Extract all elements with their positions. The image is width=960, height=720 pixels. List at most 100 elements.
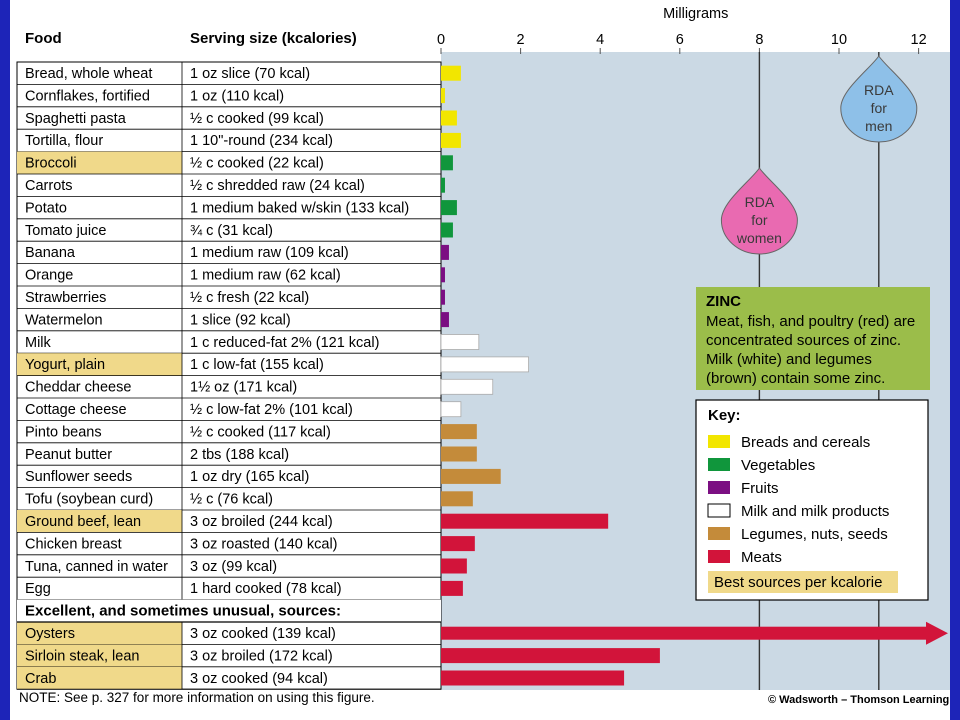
food-name: Cornflakes, fortified	[25, 88, 150, 104]
bar	[441, 558, 467, 574]
serving-size: 1 medium baked w/skin (133 kcal)	[190, 200, 409, 216]
x-tick-label: 6	[676, 32, 684, 48]
bar	[440, 378, 494, 395]
food-name: Cottage cheese	[25, 402, 127, 418]
serving-size: 1 oz (110 kcal)	[190, 88, 284, 104]
serving-size: 1 slice (92 kcal)	[190, 312, 291, 328]
best-source-swatch	[708, 571, 898, 593]
food-name: Pinto beans	[25, 424, 102, 440]
rda-label: men	[865, 118, 892, 134]
serving-size: 1 c reduced-fat 2% (121 kcal)	[190, 335, 379, 351]
best-source-label: Best sources per kcalorie	[714, 574, 882, 591]
bar	[441, 491, 473, 507]
rda-droplet	[840, 55, 918, 143]
food-name: Watermelon	[25, 312, 103, 328]
bar	[441, 177, 445, 193]
bar	[441, 536, 475, 552]
bar	[440, 356, 529, 373]
serving-size: ½ c fresh (22 kcal)	[190, 290, 309, 306]
key-label: Breads and cereals	[741, 434, 870, 451]
bar	[441, 88, 445, 104]
off-scale-arrow	[926, 621, 948, 645]
serving-size: ½ c shredded raw (24 kcal)	[190, 178, 365, 194]
serving-size: 1 medium raw (109 kcal)	[190, 245, 349, 261]
food-name: Carrots	[25, 178, 73, 194]
key-swatch	[708, 481, 730, 494]
credit: © Wadsworth – Thomson Learning	[768, 694, 949, 706]
bar	[441, 580, 463, 596]
food-name: Yogurt, plain	[25, 357, 105, 373]
key-label: Fruits	[741, 480, 779, 497]
food-name: Potato	[25, 200, 67, 216]
food-name: Banana	[25, 245, 76, 261]
rda-label: RDA	[864, 82, 894, 98]
food-name: Bread, whole wheat	[25, 66, 152, 82]
rda-label: for	[871, 100, 888, 116]
serving-size: ½ c cooked (22 kcal)	[190, 156, 324, 172]
key-swatch	[708, 435, 730, 448]
food-name: Spaghetti pasta	[25, 111, 127, 127]
zinc-description: Milk (white) and legumes	[706, 351, 872, 368]
best-source-highlight	[17, 510, 182, 533]
x-tick-label: 4	[596, 32, 604, 48]
bar	[441, 513, 609, 529]
zinc-info-box	[696, 287, 930, 390]
best-source-highlight	[17, 353, 182, 376]
serving-size: ½ c (76 kcal)	[190, 492, 273, 508]
bar	[441, 65, 461, 81]
food-name: Strawberries	[25, 290, 106, 306]
key-label: Meats	[741, 549, 782, 566]
food-name: Broccoli	[25, 156, 77, 172]
footnote: NOTE: See p. 327 for more information on…	[19, 690, 375, 705]
best-source-highlight	[17, 644, 182, 667]
key-label: Vegetables	[741, 457, 815, 474]
serving-size: 3 oz broiled (244 kcal)	[190, 514, 333, 530]
bar	[441, 312, 449, 328]
rda-label: RDA	[745, 194, 775, 210]
food-name: Crab	[25, 671, 56, 687]
bar	[441, 132, 461, 148]
food-name: Cheddar cheese	[25, 380, 131, 396]
header-serving: Serving size (kcalories)	[190, 30, 357, 47]
serving-size: 3 oz broiled (172 kcal)	[190, 648, 333, 664]
food-name: Tortilla, flour	[25, 133, 103, 149]
x-tick-label: 12	[911, 32, 927, 48]
serving-size: 3 oz roasted (140 kcal)	[190, 536, 338, 552]
bar	[440, 401, 462, 418]
food-name: Oysters	[25, 626, 75, 642]
key-box	[695, 399, 929, 601]
serving-size: ½ c cooked (117 kcal)	[190, 424, 331, 440]
bar	[440, 334, 480, 350]
zinc-chart: Milligrams 0 2 4 6 8 10 12 Food Serving size (kca…	[16, 6, 950, 706]
key-title: Key:	[708, 407, 741, 424]
zinc-description: concentrated sources of zinc.	[706, 332, 901, 349]
best-source-highlight	[17, 622, 182, 645]
food-name: Egg	[25, 581, 51, 597]
serving-size: 1½ oz (171 kcal)	[190, 380, 297, 396]
bar	[441, 446, 477, 462]
serving-size: ½ c low-fat 2% (101 kcal)	[190, 402, 353, 418]
bar	[441, 244, 449, 260]
serving-size: 1 oz slice (70 kcal)	[190, 66, 310, 82]
food-name: Ground beef, lean	[25, 514, 141, 530]
x-tick-label: 2	[517, 32, 525, 48]
serving-size: 3 oz cooked (139 kcal)	[190, 626, 336, 642]
key-swatch	[708, 527, 730, 540]
x-tick-label: 10	[831, 32, 847, 48]
key-swatch	[708, 550, 730, 563]
serving-size: ½ c cooked (99 kcal)	[190, 111, 324, 127]
bar	[441, 155, 453, 171]
food-name: Tuna, canned in water	[25, 559, 168, 575]
serving-size: 1 oz dry (165 kcal)	[190, 469, 309, 485]
serving-size: ¾ c (31 kcal)	[190, 223, 273, 239]
header-food: Food	[25, 30, 62, 47]
x-tick-label: 0	[437, 32, 445, 48]
axis-title: Milligrams	[663, 6, 728, 22]
best-source-highlight	[17, 151, 182, 174]
zinc-description: (brown) contain some zinc.	[706, 370, 885, 387]
serving-size: 2 tbs (188 kcal)	[190, 447, 289, 463]
serving-size: 1 hard cooked (78 kcal)	[190, 581, 342, 597]
bar	[441, 670, 625, 686]
food-name: Orange	[25, 268, 73, 284]
bar	[441, 468, 501, 484]
